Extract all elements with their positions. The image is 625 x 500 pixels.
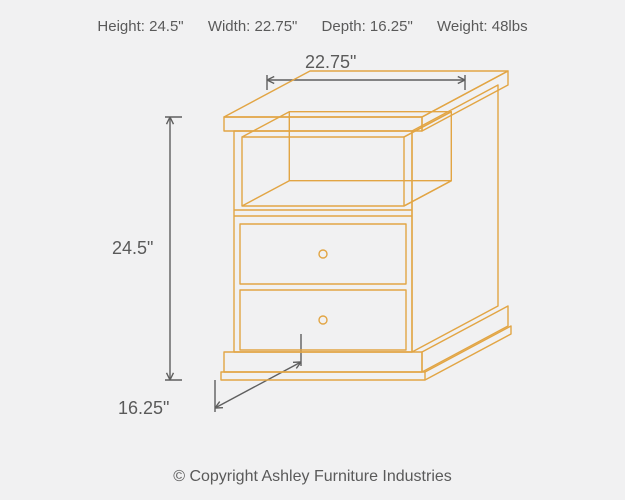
- dim-depth-label: 16.25": [118, 398, 169, 419]
- dim-height-label: 24.5": [112, 238, 153, 259]
- dim-width-label: 22.75": [305, 52, 356, 73]
- furniture-diagram: [0, 0, 625, 500]
- copyright-text: © Copyright Ashley Furniture Industries: [0, 468, 625, 486]
